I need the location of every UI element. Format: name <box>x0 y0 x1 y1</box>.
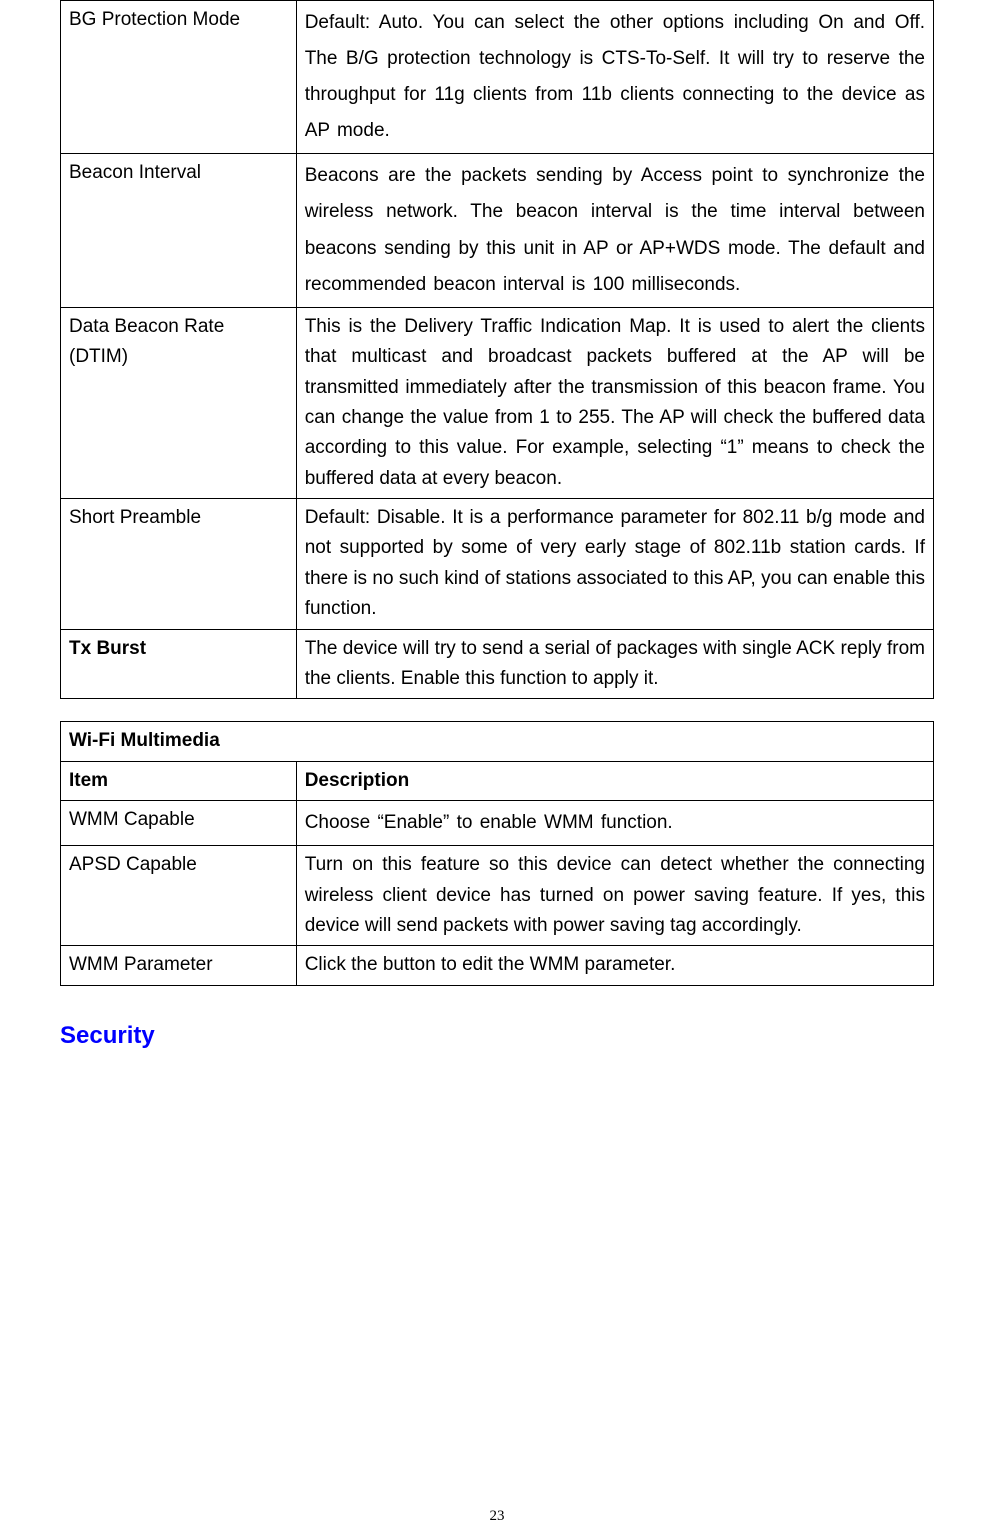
advanced-settings-table: BG Protection ModeDefault: Auto. You can… <box>60 0 934 699</box>
item-cell: Short Preamble <box>61 499 297 630</box>
table-gap <box>60 699 934 721</box>
item-cell: Tx Burst <box>61 629 297 699</box>
description-cell: Beacons are the packets sending by Acces… <box>296 154 933 307</box>
wmm-title-cell: Wi-Fi Multimedia <box>61 722 934 761</box>
table-row: Tx BurstThe device will try to send a se… <box>61 629 934 699</box>
item-cell: APSD Capable <box>61 846 297 946</box>
wmm-header-row: Item Description <box>61 761 934 800</box>
document-page: BG Protection ModeDefault: Auto. You can… <box>60 0 934 1537</box>
wmm-header-desc: Description <box>296 761 933 800</box>
description-cell: Default: Disable. It is a performance pa… <box>296 499 933 630</box>
table-row: APSD CapableTurn on this feature so this… <box>61 846 934 946</box>
table-row: Beacon IntervalBeacons are the packets s… <box>61 154 934 307</box>
description-cell: This is the Delivery Traffic Indication … <box>296 307 933 498</box>
item-cell: WMM Capable <box>61 801 297 846</box>
description-cell: Choose “Enable” to enable WMM function. <box>296 801 933 846</box>
page-number: 23 <box>60 1508 934 1525</box>
table-row: WMM ParameterClick the button to edit th… <box>61 946 934 985</box>
table-row: WMM CapableChoose “Enable” to enable WMM… <box>61 801 934 846</box>
wmm-title-row: Wi-Fi Multimedia <box>61 722 934 761</box>
wifi-multimedia-table: Wi-Fi Multimedia Item Description WMM Ca… <box>60 721 934 985</box>
security-heading: Security <box>60 1022 934 1050</box>
description-cell: Click the button to edit the WMM paramet… <box>296 946 933 985</box>
wifi-multimedia-tbody: Wi-Fi Multimedia Item Description WMM Ca… <box>61 722 934 985</box>
description-cell: Default: Auto. You can select the other … <box>296 1 933 154</box>
advanced-settings-tbody: BG Protection ModeDefault: Auto. You can… <box>61 1 934 699</box>
table-row: Data Beacon Rate (DTIM)This is the Deliv… <box>61 307 934 498</box>
item-cell: BG Protection Mode <box>61 1 297 154</box>
item-cell: WMM Parameter <box>61 946 297 985</box>
wmm-header-item: Item <box>61 761 297 800</box>
table-row: BG Protection ModeDefault: Auto. You can… <box>61 1 934 154</box>
description-cell: The device will try to send a serial of … <box>296 629 933 699</box>
table-row: Short PreambleDefault: Disable. It is a … <box>61 499 934 630</box>
item-cell: Beacon Interval <box>61 154 297 307</box>
item-cell: Data Beacon Rate (DTIM) <box>61 307 297 498</box>
description-cell: Turn on this feature so this device can … <box>296 846 933 946</box>
